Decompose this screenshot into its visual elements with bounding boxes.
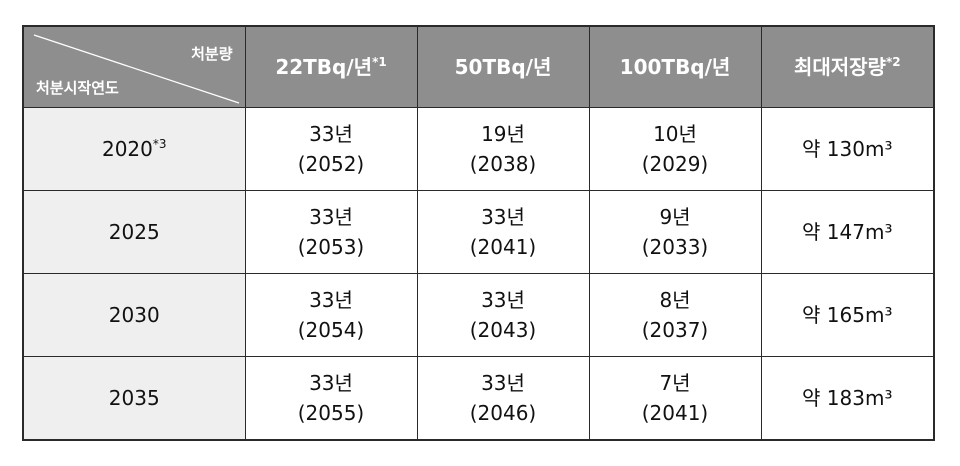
cell-line: (2053) [297,234,365,259]
data-row: 2025 33년 (2053) 33년 (2041) 9년 (2033) 약 147m³ [22,189,935,274]
storage: 약 130m³ [802,136,893,161]
data-row: 2030 33년 (2054) 33년 (2043) 8년 (2037) 약 165m³ [22,272,935,357]
cell-line: (2043) [469,317,537,342]
storage: 약 183m³ [802,385,893,410]
period-cell: 33년 (2055) [244,355,418,441]
period-cell: 33년 (2053) [244,189,418,274]
cell-line: (2038) [469,151,537,176]
header-row: 처분량 처분시작연도 22TBq/년*1 50TBq/년 100TBq/년 최대저장량… [22,25,935,108]
period-cell: 10년 (2029) [588,107,762,191]
period-cell: 33년 (2043) [416,272,590,357]
column-header: 22TBq/년*1 [244,25,418,108]
column-title: 22TBq/년 [275,55,373,79]
cell-line: 33년 [309,287,353,312]
period-cell: 7년 (2041) [588,355,762,441]
cell-line: (2037) [641,317,709,342]
cell-line: 33년 [481,204,525,229]
cell-line: (2041) [641,400,709,425]
diagonal [33,34,240,104]
column-header: 100TBq/년 [588,25,762,108]
column-title: 50TBq/년 [454,55,552,79]
footnote-mark: *1 [372,55,387,69]
cell-line: 7년 [659,370,691,395]
cell-line: 33년 [309,121,353,146]
column-header: 최대저장량*2 [760,25,935,108]
cell-line: 19년 [481,121,525,146]
storage: 약 165m³ [802,302,893,327]
year-cell: 2035 [22,355,246,441]
period-cell: 33년 (2052) [244,107,418,191]
cell-line: 8년 [659,287,691,312]
cell-line: 33년 [309,370,353,395]
cell-line: 10년 [653,121,697,146]
year: 2025 [108,219,160,244]
storage-cell: 약 147m³ [760,189,935,274]
storage-cell: 약 165m³ [760,272,935,357]
column-header: 50TBq/년 [416,25,590,108]
footnote-mark: *2 [885,55,901,69]
year: 2035 [108,385,160,410]
period-cell: 33년 (2054) [244,272,418,357]
year-cell: 2020*3 [22,107,246,191]
cell-line: (2055) [297,400,365,425]
storage: 약 147m³ [802,219,893,244]
cell-line: (2033) [641,234,709,259]
year-cell: 2025 [22,189,246,274]
cell-line: (2041) [469,234,537,259]
table: 처분량 처분시작연도 22TBq/년*1 50TBq/년 100TBq/년 최대저장량… [22,25,935,441]
cell-line: 33년 [481,370,525,395]
column-label: 처분량 [191,45,233,63]
row-label: 처분시작연도 [36,79,119,97]
cell-line: (2054) [297,317,365,342]
column-title: 최대저장량 [793,55,886,79]
corner-cell: 처분량 처분시작연도 [22,25,246,108]
column-title: 100TBq/년 [619,55,731,79]
period-cell: 9년 (2033) [588,189,762,274]
storage-cell: 약 183m³ [760,355,935,441]
cell-line: (2046) [469,400,537,425]
period-cell: 33년 (2041) [416,189,590,274]
cell-line: 9년 [659,204,691,229]
year: 2030 [108,302,160,327]
period-cell: 8년 (2037) [588,272,762,357]
data-row: 2035 33년 (2055) 33년 (2046) 7년 (2041) 약 183m³ [22,355,935,441]
footnote-mark: *3 [152,136,167,151]
storage-cell: 약 130m³ [760,107,935,191]
year-cell: 2030 [22,272,246,357]
period-cell: 33년 (2046) [416,355,590,441]
year: 2020 [101,136,153,161]
cell-line: (2052) [297,151,365,176]
cell-line: 33년 [481,287,525,312]
cell-line: 33년 [309,204,353,229]
data-row: 2020*3 33년 (2052) 19년 (2038) 10년 (2029) 약 130m³ [22,107,935,191]
cell-line: (2029) [641,151,709,176]
period-cell: 19년 (2038) [416,107,590,191]
